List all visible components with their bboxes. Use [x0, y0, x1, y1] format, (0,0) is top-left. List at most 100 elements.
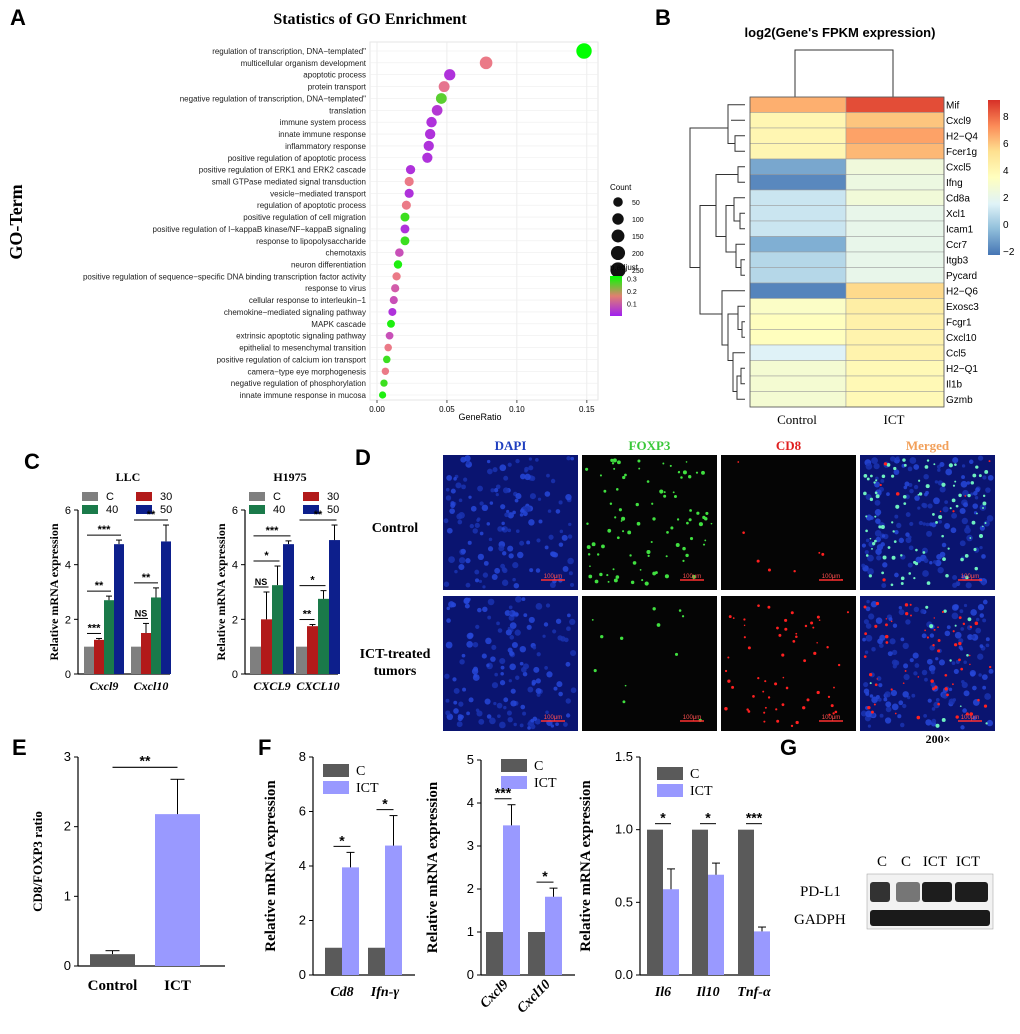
panel-d-cd8-signal: [795, 635, 798, 638]
panel-d-nucleus: [494, 567, 501, 574]
panel-a-term-label: camera−type eye morphogenesis: [247, 367, 366, 376]
panel-a-dot: [378, 391, 387, 399]
panel-d-nucleus: [902, 642, 909, 650]
panel-d-foxp3-signal: [599, 572, 603, 577]
panel-d-nucleus: [489, 717, 496, 725]
panel-d-cd8-signal: [728, 615, 732, 619]
panel-d-foxp3-signal: [616, 488, 619, 491]
panel-d-foxp3-signal: [984, 521, 987, 524]
panel-d-cd8-signal: [930, 679, 934, 683]
panel-d-cd8-signal: [785, 686, 789, 690]
panel-d-nucleus: [544, 545, 549, 550]
panel-d-foxp3-signal: [611, 462, 615, 465]
panel-d-nucleus: [462, 687, 467, 692]
panel-d-foxp3-signal: [891, 521, 894, 524]
panel-d-foxp3-signal: [704, 539, 707, 542]
panel-d-nucleus: [891, 659, 898, 666]
panel-d-foxp3-signal: [692, 574, 696, 579]
panel-b-cell: [749, 112, 847, 129]
panel-d-nucleus: [902, 691, 909, 698]
panel-d-nucleus: [474, 578, 480, 583]
panel-d-nucleus: [954, 631, 962, 639]
bar: [104, 600, 114, 674]
panel-d-nucleus: [929, 561, 933, 565]
panel-b-colorbar-tick: −2: [1003, 247, 1015, 258]
panel-d-cd8-signal: [782, 676, 785, 679]
panel-d-nucleus: [495, 493, 499, 497]
panel-d-nucleus: [879, 713, 884, 718]
panel-d-foxp3-signal: [616, 536, 620, 540]
panel-a-term-label: small GTPase mediated signal transductio…: [212, 177, 366, 186]
panel-d-nucleus: [913, 606, 920, 613]
panel-d-nucleus: [452, 677, 457, 682]
panel-d-nucleus: [982, 685, 987, 690]
panel-b-dendro-branch: [740, 259, 745, 276]
panel-d-nucleus: [567, 613, 571, 618]
panel-d-foxp3-signal: [613, 467, 616, 470]
panel-d-foxp3-signal: [915, 548, 918, 552]
panel-d-nucleus: [527, 726, 531, 730]
panel-a-term-label: regulation of apoptotic process: [257, 201, 366, 210]
panel-d-foxp3-signal: [929, 624, 934, 629]
panel-d-nucleus: [928, 665, 936, 672]
y-tick-label: 6: [65, 505, 71, 517]
panel-a-term-label: protein transport: [308, 83, 367, 92]
panel-d-nucleus: [472, 641, 479, 648]
panel-d-nucleus: [464, 603, 470, 609]
panel-d-nucleus: [913, 671, 918, 676]
panel-d-cd8-signal: [902, 682, 905, 685]
panel-a-dot: [400, 212, 410, 222]
panel-d-nucleus: [924, 492, 928, 497]
panel-b-cell: [749, 189, 847, 206]
panel-d-foxp3-signal: [612, 458, 617, 463]
panel-d-cd8-signal: [939, 510, 942, 513]
panel-d-foxp3-signal: [951, 498, 956, 503]
panel-d-nucleus: [568, 571, 573, 576]
panel-label-d: D: [355, 445, 371, 470]
significance-label: *: [660, 810, 666, 826]
panel-d-foxp3-signal: [614, 516, 617, 519]
panel-d-micrograph-texture: [443, 455, 575, 589]
panel-d-nucleus: [935, 697, 940, 702]
panel-b-cell: [845, 329, 945, 346]
panel-label-g: G: [780, 735, 797, 760]
panel-d-cd8-signal: [747, 646, 751, 650]
panel-d-nucleus: [486, 663, 490, 668]
panel-d-cd8-signal: [868, 672, 873, 677]
panel-a-dot: [576, 43, 592, 59]
panel-a-term-label: cellular response to interleukin−1: [249, 296, 367, 305]
y-axis-label: Relative mRNA expression: [425, 781, 441, 953]
panel-d-nucleus: [981, 674, 988, 681]
panel-d-nucleus: [469, 523, 474, 529]
panel-d-foxp3-signal: [870, 474, 873, 478]
legend-swatch: [136, 505, 152, 514]
panel-d-foxp3-signal: [873, 481, 876, 484]
panel-d-nucleus: [902, 703, 907, 709]
panel-d-nucleus: [961, 574, 965, 579]
panel-d-nucleus: [491, 574, 498, 580]
legend-label: C: [534, 759, 543, 774]
panel-d-foxp3-signal: [932, 513, 935, 516]
panel-d-nucleus: [528, 465, 534, 471]
panel-d-nucleus: [952, 457, 959, 464]
panel-d-foxp3-signal: [620, 520, 623, 522]
panel-b-col-label: ICT: [884, 412, 905, 427]
panel-d-foxp3-signal: [689, 509, 692, 512]
panel-d-nucleus: [501, 567, 507, 572]
panel-a-term-label: neuron differentiation: [291, 261, 366, 270]
panel-d-foxp3-signal: [695, 471, 699, 474]
panel-d-nucleus: [987, 474, 994, 481]
panel-d-nucleus: [453, 708, 459, 714]
panel-d-foxp3-signal: [618, 508, 622, 512]
panel-d-micrograph-texture: [737, 461, 843, 581]
y-tick-label: 6: [299, 804, 306, 819]
legend-swatch: [303, 492, 319, 501]
panel-d-nucleus: [468, 495, 472, 499]
panel-d-foxp3-signal: [954, 624, 957, 627]
panel-a-dot: [401, 200, 411, 210]
panel-d-cd8-signal: [763, 720, 766, 723]
panel-d-cd8-signal: [944, 687, 948, 691]
panel-d-nucleus: [982, 599, 988, 605]
panel-d-foxp3-signal: [666, 531, 669, 534]
panel-d-nucleus: [548, 534, 554, 540]
